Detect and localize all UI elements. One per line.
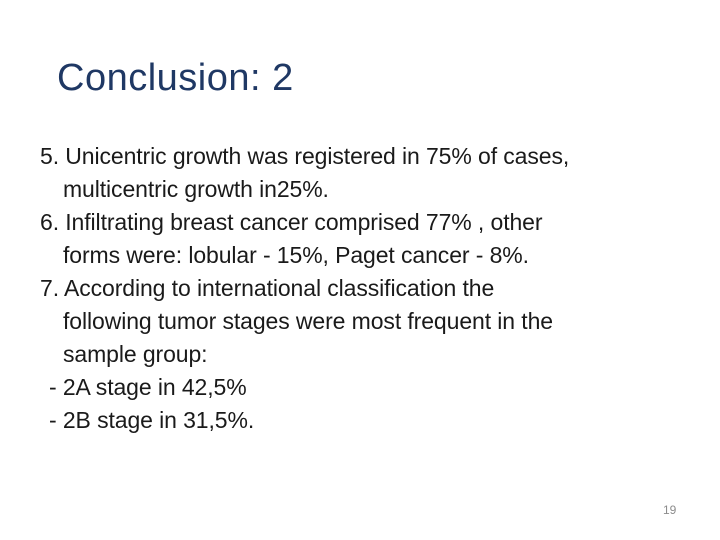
- body-line-dash-item-2b: - 2B stage in 31,5%.: [49, 407, 255, 433]
- body-line-numbered-item-6: 6. Infiltrating breast cancer comprised …: [40, 209, 543, 235]
- body-line-wrap: multicentric growth in25%.: [63, 176, 329, 202]
- body-line-wrap: following tumor stages were most frequen…: [63, 308, 553, 334]
- body-line-dash-item-2a: - 2A stage in 42,5%: [49, 374, 247, 400]
- page-number: 19: [663, 503, 677, 517]
- slide-title: Conclusion: 2: [57, 57, 294, 99]
- slide-body: 5. Unicentric growth was registered in 7…: [0, 140, 720, 437]
- body-line-numbered-item-7: 7. According to international classifica…: [40, 275, 495, 301]
- body-line-wrap: forms were: lobular - 15%, Paget cancer …: [63, 242, 529, 268]
- body-line-numbered-item-5: 5. Unicentric growth was registered in 7…: [40, 143, 570, 169]
- body-line-wrap: sample group:: [63, 341, 208, 367]
